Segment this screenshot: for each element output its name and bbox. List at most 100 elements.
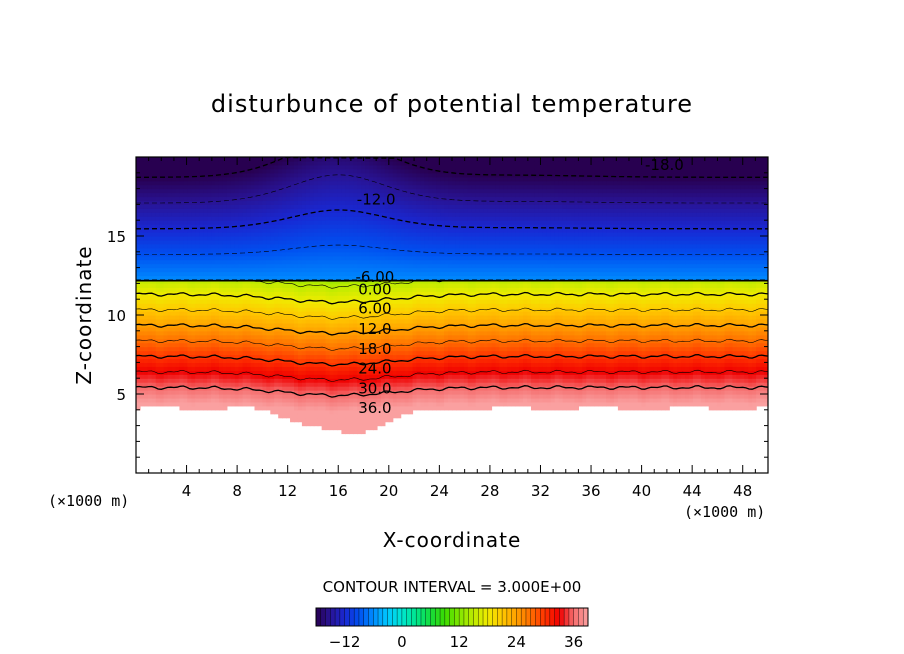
field-cell [400, 350, 406, 356]
field-cell [136, 255, 141, 261]
field-cell [199, 279, 204, 284]
field-cell [215, 232, 220, 237]
field-cell [250, 160, 256, 166]
field-cell [305, 338, 311, 344]
field-cell [195, 232, 200, 237]
field-cell [376, 176, 382, 182]
field-cell [345, 279, 350, 284]
field-cell [357, 382, 362, 387]
field-cell [270, 232, 275, 237]
field-cell [147, 271, 153, 277]
field-cell [203, 271, 208, 277]
field-cell [305, 212, 311, 217]
field-cell [317, 200, 323, 205]
field-cell [171, 251, 177, 257]
field-cell [404, 259, 410, 265]
field-cell [211, 346, 216, 352]
field-cell [369, 184, 374, 190]
field-cell [171, 228, 177, 233]
field-cell [270, 168, 275, 174]
field-cell [396, 382, 402, 387]
field-cell [238, 184, 244, 190]
field-cell [341, 374, 346, 379]
field-cell [294, 251, 299, 257]
field-cell [163, 358, 169, 363]
field-cell [349, 160, 354, 166]
field-cell [384, 413, 390, 419]
field-cell [345, 401, 350, 407]
field-cell [282, 342, 287, 348]
field-cell [143, 164, 149, 170]
field-cell [258, 188, 263, 194]
field-cell [183, 299, 188, 304]
field-cell [365, 326, 370, 332]
field-cell [309, 232, 315, 237]
field-cell [392, 236, 398, 241]
field-cell [337, 172, 342, 178]
field-cell [317, 409, 323, 415]
field-cell [337, 315, 342, 320]
field-cell [357, 287, 362, 292]
field-cell [408, 397, 414, 403]
field-cell [286, 192, 291, 198]
field-cell [187, 247, 192, 253]
field-cell [373, 216, 378, 221]
field-cell [365, 421, 370, 427]
field-cell [290, 315, 295, 320]
field-cell [369, 405, 374, 411]
field-cell [195, 291, 200, 296]
field-cell [278, 232, 283, 237]
field-cell [147, 168, 153, 174]
field-cell [404, 176, 410, 182]
field-cell [282, 259, 287, 265]
field-cell [380, 168, 386, 174]
field-cell [349, 279, 354, 284]
field-cell [234, 295, 240, 300]
field-cell [404, 330, 410, 336]
field-cell [171, 224, 177, 229]
field-cell [250, 220, 256, 225]
field-cell [353, 326, 358, 332]
field-cell [218, 334, 224, 340]
field-cell [203, 315, 208, 320]
field-cell [199, 259, 204, 265]
field-cell [242, 350, 248, 356]
field-cell [380, 295, 386, 300]
field-cell [211, 397, 216, 403]
field-cell [341, 295, 346, 300]
field-cell [432, 220, 437, 225]
field-cell [313, 394, 319, 399]
field-cell [345, 247, 350, 253]
field-cell [203, 279, 208, 284]
field-cell [424, 259, 429, 265]
field-cell [167, 243, 173, 249]
field-cell [388, 236, 394, 241]
field-cell [136, 176, 141, 182]
field-cell [349, 425, 354, 431]
field-cell [175, 374, 181, 379]
field-cell [163, 232, 169, 237]
field-cell [179, 382, 184, 387]
field-cell [412, 397, 418, 403]
field-cell [246, 188, 252, 194]
field-cell [380, 247, 386, 253]
field-cell [388, 232, 394, 237]
field-cell [317, 247, 323, 253]
field-cell [349, 417, 354, 423]
field-cell [365, 338, 370, 344]
field-cell [175, 188, 181, 194]
field-cell [215, 378, 220, 383]
field-cell [301, 279, 307, 284]
field-cell [139, 196, 145, 202]
field-cell [305, 409, 311, 415]
field-cell [191, 295, 196, 300]
field-cell [218, 204, 224, 209]
field-cell [365, 204, 370, 209]
field-cell [341, 224, 346, 229]
field-cell [234, 224, 240, 229]
field-cell [159, 291, 165, 296]
field-cell [376, 232, 382, 237]
field-cell [183, 358, 188, 363]
field-cell [301, 370, 307, 375]
field-cell [207, 200, 212, 205]
